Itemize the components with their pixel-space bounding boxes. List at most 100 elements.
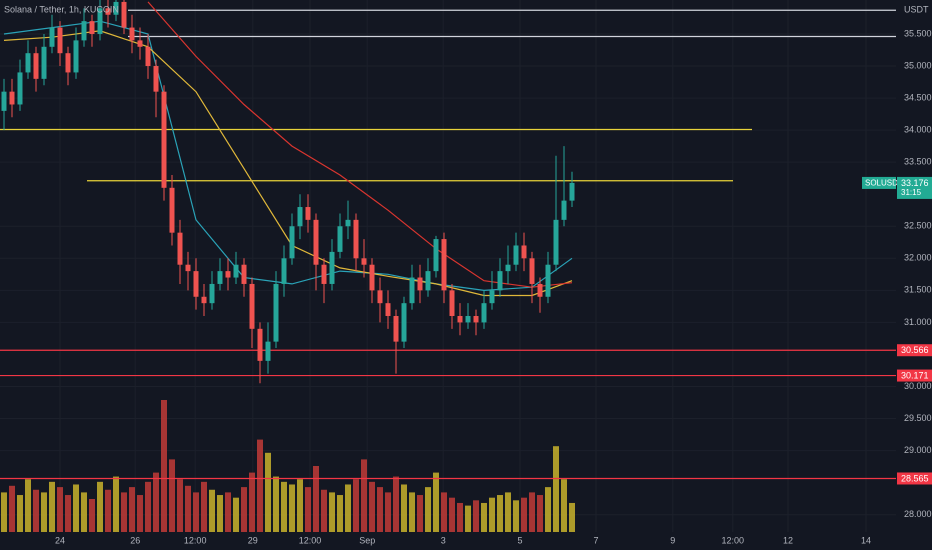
y-tick-label: 32.500: [904, 221, 932, 231]
candle-body: [49, 27, 55, 47]
volume-bar: [537, 495, 543, 532]
volume-bar: [305, 487, 311, 532]
candle-body: [113, 1, 119, 15]
candle-body: [537, 283, 543, 297]
candle-body: [321, 264, 327, 284]
volume-bar: [209, 489, 215, 532]
volume-bar: [385, 492, 391, 532]
volume-bar: [337, 495, 343, 532]
candle-body: [505, 264, 511, 272]
candle-body: [249, 283, 255, 329]
volume-bar: [489, 497, 495, 532]
candle-body: [273, 283, 279, 342]
volume-bar: [137, 495, 143, 532]
candle-body: [337, 226, 343, 252]
volume-bar: [425, 487, 431, 532]
candle-body: [153, 66, 159, 92]
price-tag-box: [897, 176, 932, 199]
candle-body: [521, 245, 527, 259]
candle-body: [57, 27, 63, 54]
candle-body: [489, 290, 495, 304]
volume-bar: [9, 485, 15, 532]
volume-bar: [25, 479, 31, 532]
volume-bar: [161, 400, 167, 532]
volume-bar: [457, 502, 463, 532]
volume-bar: [401, 484, 407, 532]
y-tick-label: 31.000: [904, 317, 932, 327]
candle-body: [169, 187, 175, 233]
y-tick-label: 35.500: [904, 28, 932, 38]
candle-body: [17, 72, 23, 105]
volume-bar: [521, 497, 527, 532]
volume-bar: [273, 476, 279, 532]
y-tick-label: 32.000: [904, 253, 932, 263]
volume-bar: [289, 484, 295, 532]
volume-bar: [201, 481, 207, 532]
candle-body: [313, 219, 319, 265]
candle-body: [497, 271, 503, 291]
candle-body: [241, 264, 247, 284]
candle-body: [161, 91, 167, 188]
volume-bar: [369, 481, 375, 532]
volume-bar: [505, 492, 511, 532]
candle-body: [361, 258, 367, 265]
candle-body: [297, 207, 303, 227]
candle-body: [65, 53, 71, 73]
volume-bar: [177, 479, 183, 532]
candle-body: [233, 264, 239, 278]
volume-bar: [433, 472, 439, 532]
volume-bar: [185, 485, 191, 532]
x-tick-label: 12:00: [299, 535, 322, 545]
volume-bar: [33, 489, 39, 532]
volume-bar: [569, 502, 575, 532]
candle-body: [425, 271, 431, 291]
volume-bar: [193, 492, 199, 532]
candle-body: [193, 271, 199, 297]
candle-body: [545, 264, 551, 297]
candle-body: [185, 264, 191, 272]
volume-bar: [393, 476, 399, 532]
volume-bar: [121, 492, 127, 532]
candle-body: [345, 219, 351, 227]
candle-body: [417, 277, 423, 291]
candles: [1, 0, 575, 384]
candle-body: [433, 239, 439, 272]
candle-body: [553, 219, 559, 265]
volume-bar: [1, 492, 7, 532]
volume-bar: [65, 495, 71, 532]
volume-bar: [153, 472, 159, 532]
volume-bar: [265, 452, 271, 532]
volume-bar: [281, 481, 287, 532]
volume-bar: [57, 487, 63, 532]
volume-bar: [297, 479, 303, 532]
currency-label: USDT: [904, 4, 929, 14]
volume-bar: [113, 476, 119, 532]
volume-bar: [129, 487, 135, 532]
candle-body: [449, 290, 455, 316]
candle-body: [569, 182, 575, 201]
candle-body: [9, 91, 15, 105]
x-tick-label: 12: [783, 535, 793, 545]
candle-body: [129, 27, 135, 41]
candle-body: [217, 271, 223, 284]
volume-bar: [321, 489, 327, 532]
volume-bar: [81, 492, 87, 532]
candle-body: [281, 258, 287, 284]
price-tag: 33.176: [901, 178, 929, 188]
x-tick-label: 7: [593, 535, 598, 545]
moving-averages: [3, 1, 573, 297]
volume-bar: [145, 481, 151, 532]
candle-body: [33, 53, 39, 79]
volume-bar: [481, 502, 487, 532]
y-tick-label: 35.000: [904, 60, 932, 70]
level-label: 30.171: [901, 370, 929, 380]
candle-body: [73, 40, 79, 73]
volume-bar: [89, 499, 95, 532]
volume-bar: [225, 492, 231, 532]
candle-body: [209, 283, 215, 304]
y-tick-label: 29.500: [904, 413, 932, 423]
volume-bar: [409, 492, 415, 532]
candle-body: [369, 264, 375, 291]
x-tick-label: 14: [861, 535, 871, 545]
